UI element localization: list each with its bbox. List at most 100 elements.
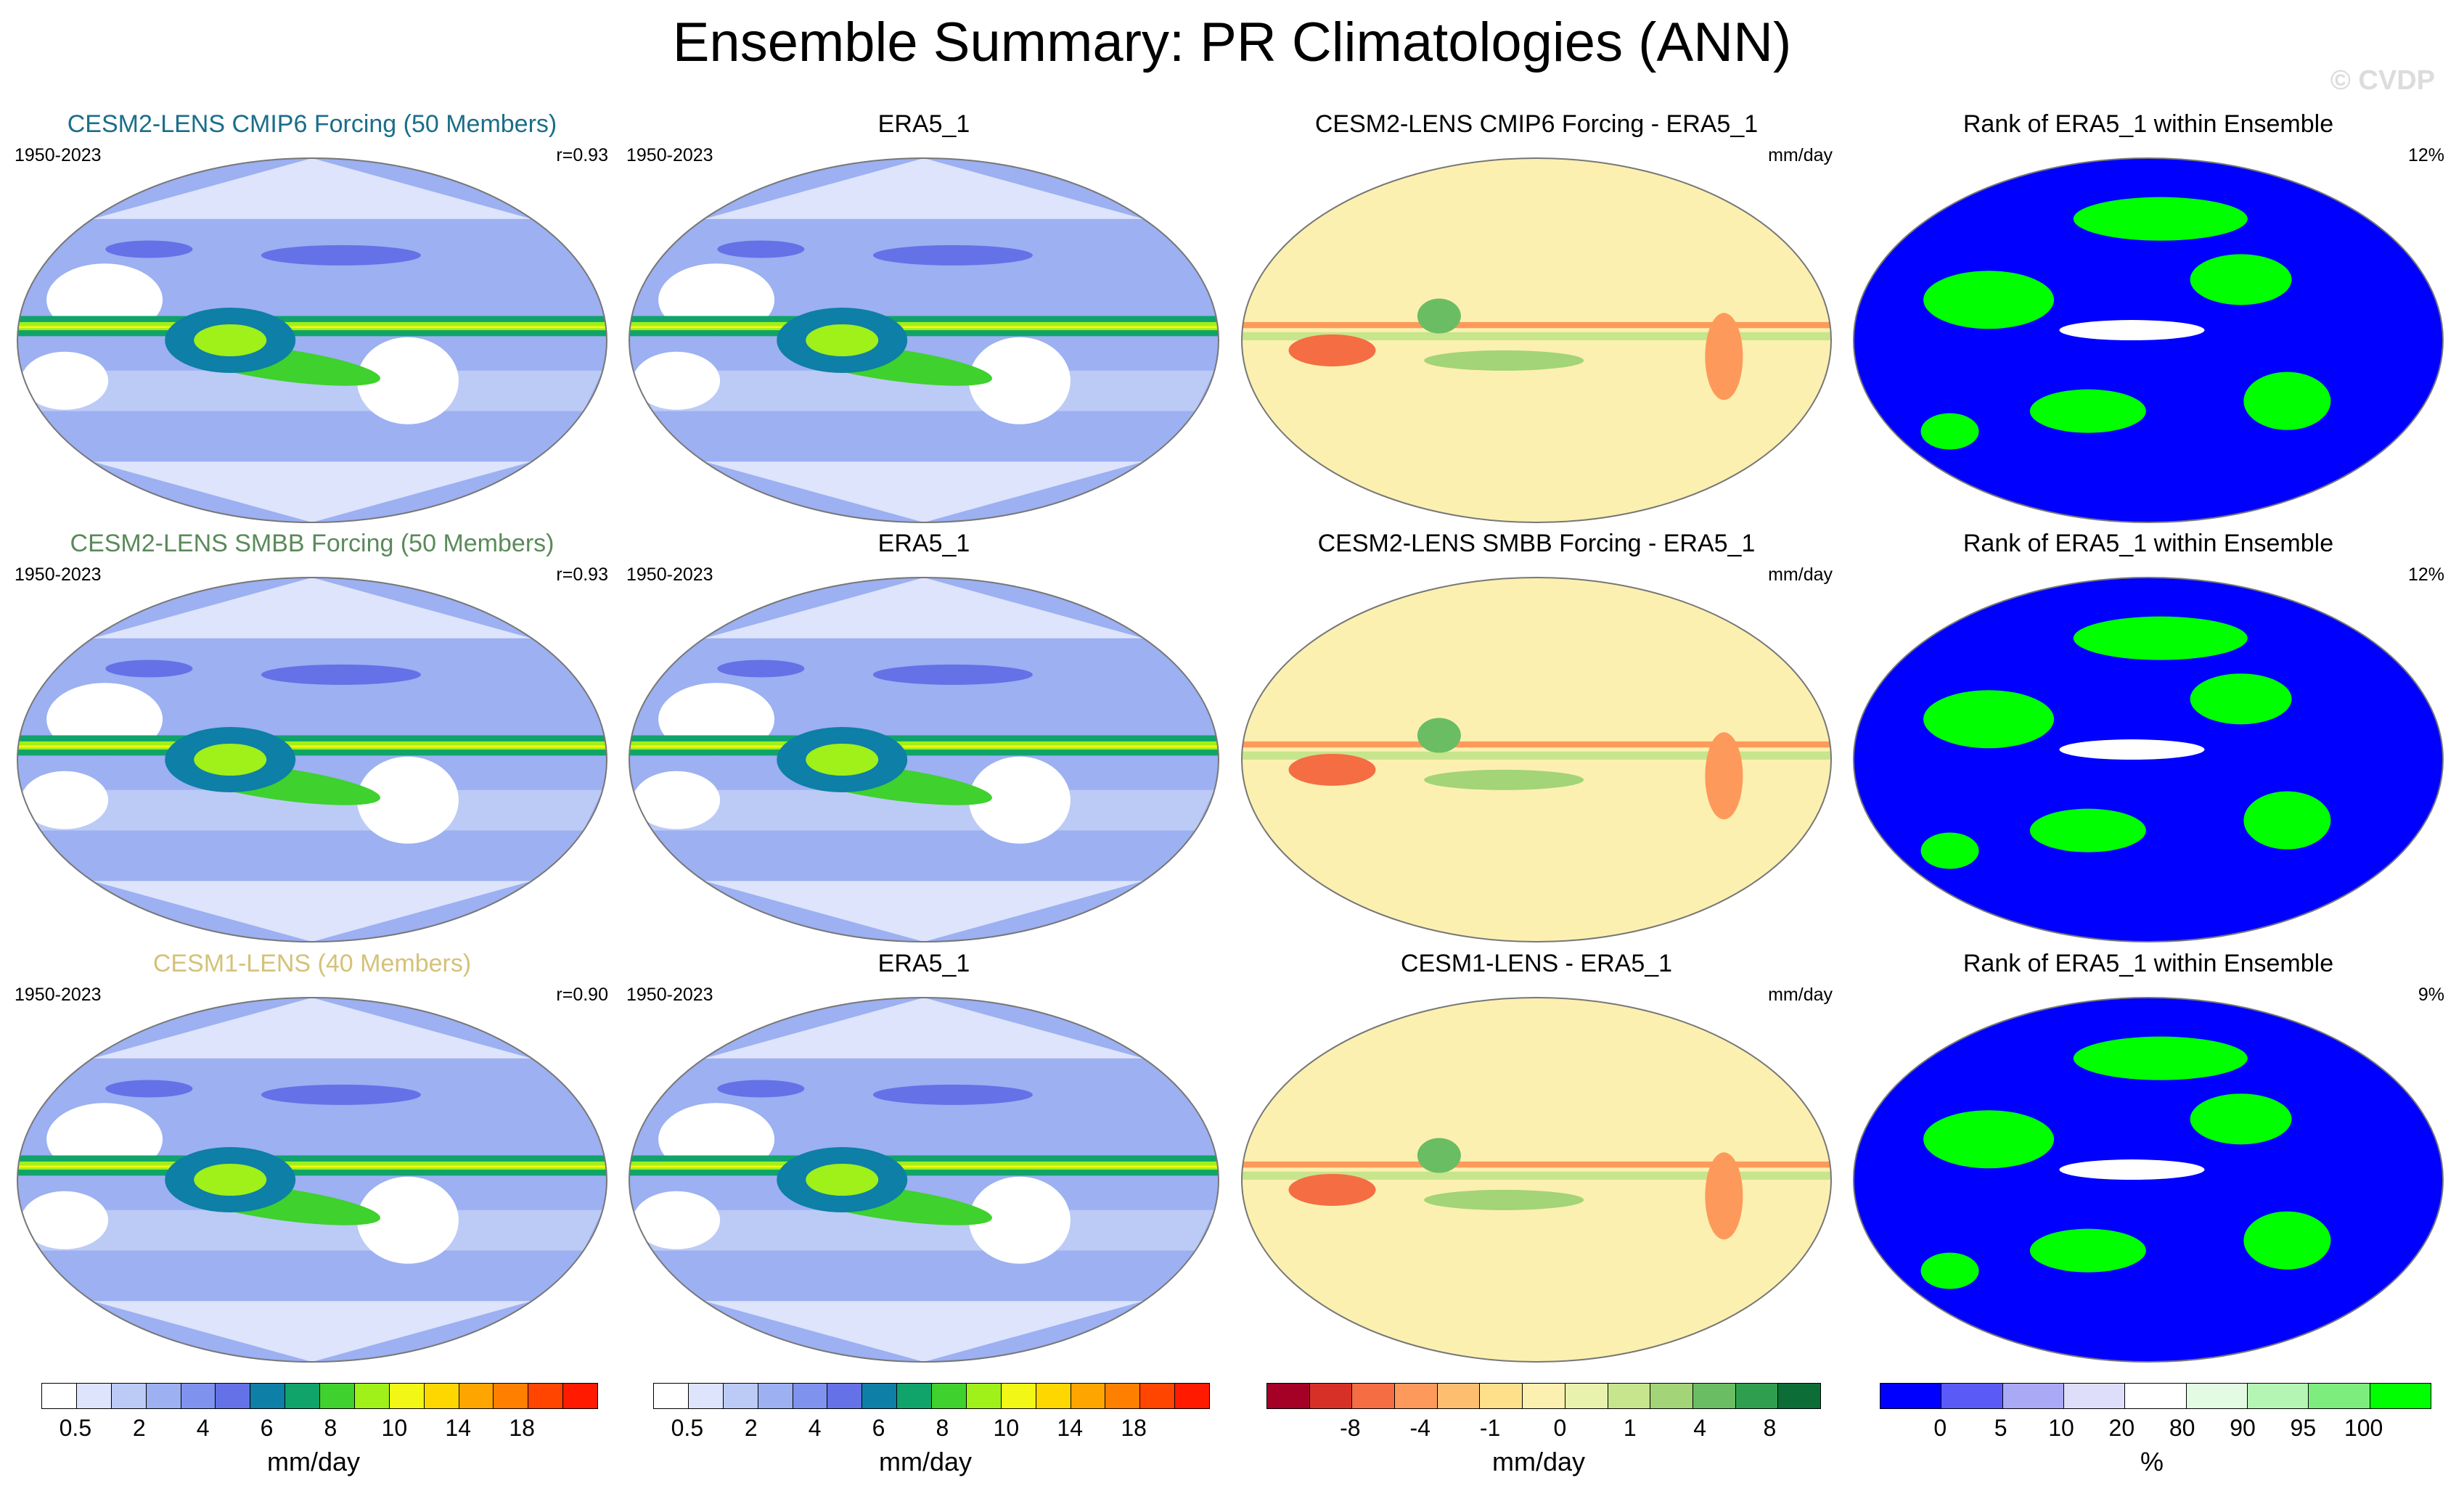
colorbar-swatch [1941,1383,2003,1409]
colorbar-swatch [1394,1383,1438,1409]
panel-period: 1950-2023 [15,985,102,1005]
warm-pool-core [194,324,267,356]
colorbar-tick-label: 8 [936,1415,949,1441]
rank-high-region [1920,413,1979,450]
rank-high-region [2029,808,2146,853]
colorbar-swatch [1105,1383,1141,1409]
colorbar-swatch [1000,1383,1036,1409]
rank-mid-region [2059,739,2205,760]
colorbar-swatch [493,1383,529,1409]
spcz-bias [1424,350,1584,371]
colorbar-unit: mm/day [266,1447,361,1476]
cvdp-watermark: © CVDP [2330,65,2435,96]
colorbar-swatch [250,1383,286,1409]
map-figure [1853,577,2444,942]
amazon-bias [1705,313,1743,401]
indian-ocean-bias [1288,334,1376,366]
map-panel: Rank of ERA5_1 within Ensemble 9% [1843,948,2453,1369]
itcz-peak [629,326,1219,329]
map-ocean-fill [1854,158,2443,522]
colorbar-swatch [1139,1383,1176,1409]
dry-region [633,351,721,410]
rank-high-region [1923,690,2055,749]
storm-track-pacific [872,664,1033,685]
colorbar-tick-label: 8 [1763,1415,1777,1441]
colorbar-swatch [931,1383,967,1409]
map-panel: CESM2-LENS SMBB Forcing (50 Members) 1950… [7,528,617,949]
polar-band-north [92,158,532,219]
colorbar-swatch [757,1383,793,1409]
colorbar: 0.5 2 4 6 8 10 14 18 mm/day [653,1383,1210,1484]
rank-high-region [2073,616,2248,660]
map-ocean-fill [1854,998,2443,1362]
colorbar-swatch [215,1383,251,1409]
rank-high-region [2243,1211,2331,1270]
map-outline [1241,157,1832,523]
warm-pool-core [194,1164,267,1196]
colorbar-swatch [2002,1383,2064,1409]
colorbar-tick-label: 6 [260,1415,274,1441]
itcz-dry-bias [1242,1161,1831,1168]
map-figure [1241,577,1832,942]
colorbar-tick-label: 20 [2108,1415,2135,1441]
colorbar-swatch [1880,1383,1942,1409]
colorbar-swatch [41,1383,77,1409]
colorbar-swatch [896,1383,932,1409]
colorbar: 0 5 10 20 80 90 95 100% [1880,1383,2431,1484]
map-outline [1241,997,1832,1363]
map-figure [629,997,1219,1363]
colorbar-swatch [1692,1383,1736,1409]
map-panel: ERA5_1 1950-2023 [619,948,1229,1369]
map-panel: Rank of ERA5_1 within Ensemble 12% [1843,528,2453,949]
polar-band-south [92,881,532,942]
polar-band-south [704,881,1144,942]
colorbar-tick-label: 0.5 [671,1415,704,1441]
panel-annotation: r=0.93 [556,564,608,585]
map-figure [17,157,607,523]
panel-period: 1950-2023 [15,145,102,165]
polar-band-south [704,1301,1144,1362]
rank-mid-region [2059,1159,2205,1180]
colorbar-swatch [2185,1383,2248,1409]
dry-region [633,771,721,829]
colorbar-tick-label: 10 [993,1415,1020,1441]
map-figure [17,577,607,942]
itcz-peak [629,745,1219,748]
map-figure [629,577,1219,942]
storm-track-atlantic [717,240,805,258]
map-panel: CESM2-LENS CMIP6 Forcing - ERA5_1 mm/day [1232,109,1841,530]
colorbar-tick-label: 4 [196,1415,210,1441]
spcz-bias [1424,769,1584,790]
colorbar-swatch [75,1383,112,1409]
colorbar-swatch [1650,1383,1693,1409]
colorbar-tick-label: 18 [509,1415,535,1441]
colorbar-swatch [528,1383,564,1409]
colorbar-tick-label: -1 [1479,1415,1501,1441]
colorbar-unit: % [2140,1447,2164,1476]
colorbar-tick-label: 100 [2344,1415,2383,1441]
colorbar-swatch [653,1383,689,1409]
dry-region [356,337,459,424]
colorbar-swatch [562,1383,598,1409]
rank-high-region [1920,1252,1979,1289]
rank-high-region [2073,1036,2248,1080]
colorbar-swatch [319,1383,355,1409]
colorbar-tick-label: 2 [132,1415,146,1441]
colorbar-tick-label: 95 [2290,1415,2317,1441]
rank-high-region [2190,254,2292,305]
map-figure [17,997,607,1363]
colorbar-swatch [1735,1383,1779,1409]
colorbar-swatch [2308,1383,2370,1409]
maritime-bias [1417,298,1461,334]
colorbar-swatch [2124,1383,2187,1409]
panel-annotation: 9% [2418,985,2444,1005]
colorbar-tick-label: 90 [2230,1415,2256,1441]
map-outline [17,157,607,523]
warm-pool-core [806,324,879,356]
panel-title: ERA5_1 [877,950,970,977]
panel-title: CESM1-LENS (40 Members) [152,950,472,977]
polar-band-north [704,998,1144,1059]
map-figure [629,157,1219,523]
colorbar-tick-label: 4 [808,1415,822,1441]
polar-band-south [704,461,1144,522]
